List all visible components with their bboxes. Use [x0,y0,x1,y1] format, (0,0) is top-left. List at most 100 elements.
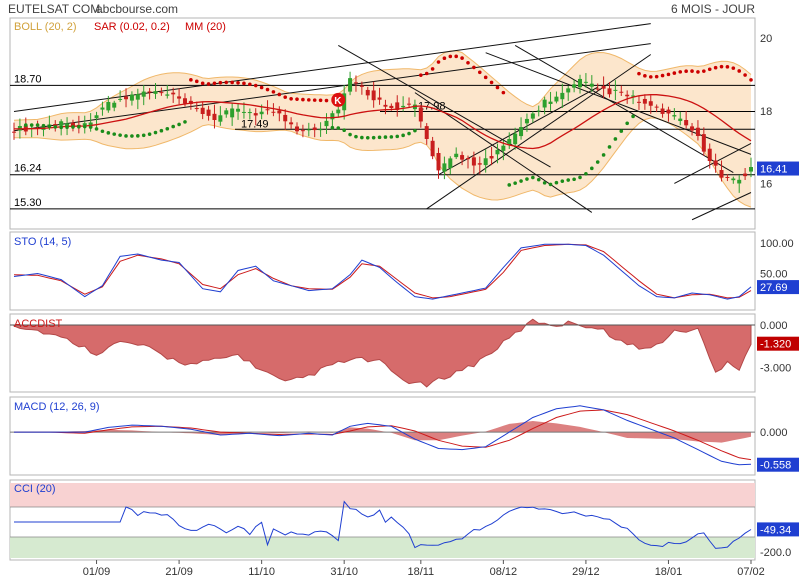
x-tick-label: 31/10 [330,566,358,578]
sar-dot [625,121,629,126]
sar-dot [259,85,264,90]
candle-body [383,104,388,107]
sar-dot [253,83,258,88]
sar-dot [466,60,470,65]
sar-dot [666,72,671,77]
candle-body [59,121,64,126]
source-label: abcbourse.com [96,2,178,16]
sar-dot [430,67,435,71]
candle-body [112,102,117,108]
moving-average-line [14,94,752,150]
sar-dot [595,160,600,164]
candle-body [389,105,394,109]
cci-last-value-bg [757,522,799,537]
legend-sar: SAR (0.02, 0.2) [94,21,170,33]
sto-k-line [13,243,752,300]
trend-line [426,54,652,210]
legend-sto: STO (14, 5) [14,236,71,248]
candle-body [725,176,730,178]
candle-body [395,102,400,110]
sar-dot [619,129,624,133]
sar-dot [737,69,742,73]
sar-dot [336,126,341,130]
sar-dot [731,66,736,70]
sar-dot [684,69,688,74]
sto-frame [9,231,756,311]
candle-body [578,78,583,88]
sar-dot [183,120,187,124]
legend-cci: CCI (20) [14,483,56,495]
sar-dot [643,74,647,78]
sar-dot [106,131,111,135]
candle-body [330,113,335,120]
candle-body [695,127,700,136]
sar-dot [713,65,718,70]
candle-body [530,113,535,119]
sar-dot [442,56,447,61]
sar-dot [118,133,122,137]
sar-dot [477,70,482,75]
sar-dot [407,131,411,136]
legend-macd: MACD (12, 26, 9) [14,401,100,413]
candle-body [560,92,565,100]
legend-boll: BOLL (20, 2) [14,21,77,33]
sar-dot [200,81,205,86]
sar-dot [389,135,394,139]
sar-dot [136,134,140,138]
candle-body [94,115,99,119]
sar-dot [554,180,559,185]
candle-body [100,107,105,110]
candle-body [141,91,146,97]
candle-body [277,110,282,114]
macd-line [14,405,752,466]
sar-dot [265,87,270,92]
sto-last-value: 27.69 [760,282,788,294]
price-tick-label: 20 [760,33,772,45]
candle-body [165,94,170,96]
candle-body [206,109,211,116]
sar-dot [112,132,117,136]
sar-dot [29,123,34,127]
sar-dot [501,90,506,95]
sar-dot [354,134,358,139]
sar-dot [307,98,311,102]
sar-dot [271,90,276,94]
sar-dot [483,75,488,80]
sar-dot [719,64,724,69]
sar-dot [513,181,517,185]
candle-body [147,91,152,93]
candle-body [188,100,193,104]
sar-dot [312,98,317,102]
candle-body [359,85,364,87]
candle-body [253,113,258,116]
candle-body [477,163,482,165]
candle-body [182,98,187,104]
candle-body [271,111,276,113]
sar-dot [436,60,441,64]
candle-body [106,101,111,111]
candle-body [642,98,647,104]
cci-last-value: -49.34 [760,524,791,536]
sar-dot [489,80,494,85]
accdist-last-value-bg [757,336,799,351]
sar-dot [607,145,612,149]
sar-dot [318,98,323,103]
sar-dot [495,85,500,90]
candle-body [495,149,500,155]
candle-body [507,139,512,145]
candle-body [542,99,547,108]
candle-body [230,108,235,118]
price-last-value-bg [757,161,799,176]
candle-body [619,91,624,93]
sar-dot [365,136,370,140]
candle-body [719,170,724,178]
candle-body [483,158,488,166]
sar-dot [35,123,40,127]
candle-body [300,130,305,132]
candle-body [501,145,506,151]
cci-oversold-zone [10,537,755,558]
level-label: 16.24 [14,163,42,175]
sto-d-line [13,243,752,299]
cci-line [14,500,752,549]
candle-body [707,148,712,161]
